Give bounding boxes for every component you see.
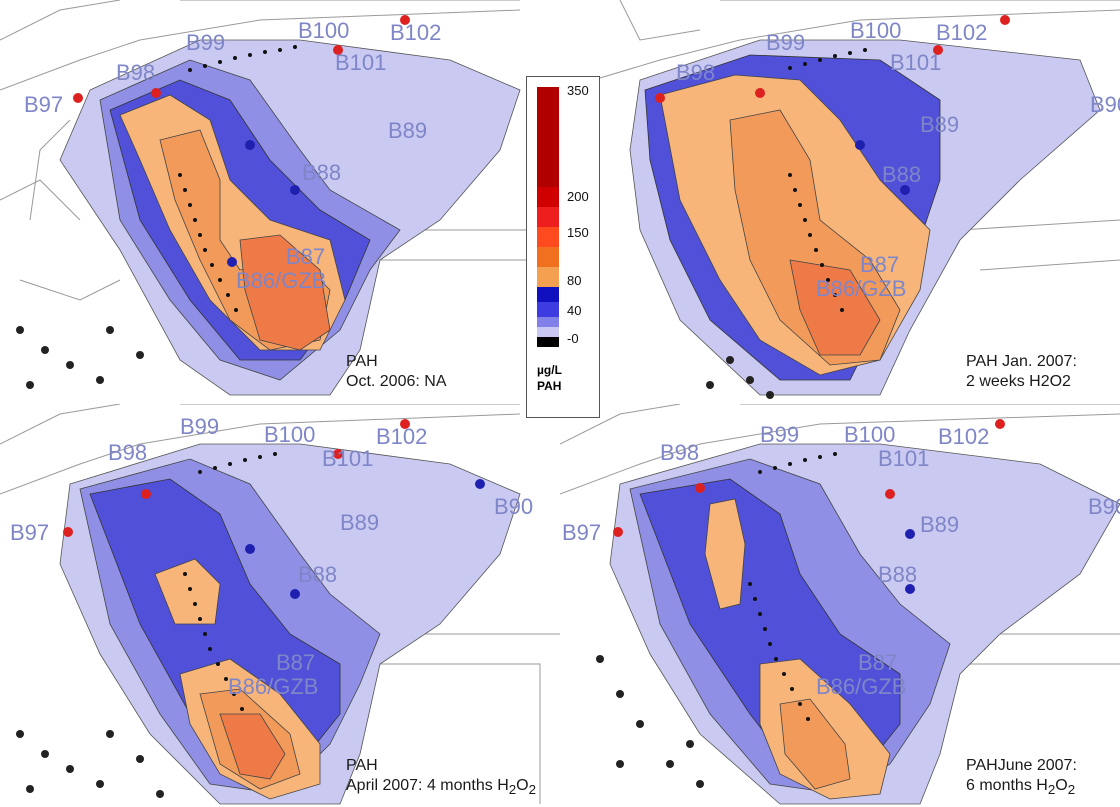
map-label: B102: [376, 424, 427, 449]
map-label: B100: [850, 18, 901, 43]
legend-band: [537, 327, 559, 337]
panel-caption: PAH Jan. 2007: 2 weeks H2O2: [966, 353, 1077, 390]
map-label: B88: [878, 562, 917, 587]
map-label: B98: [676, 60, 715, 85]
legend-band: [537, 287, 559, 302]
map-label: B90: [1090, 92, 1120, 117]
map-label: B98: [660, 440, 699, 465]
map-label: B90: [1088, 494, 1120, 519]
legend-color-bar: [537, 87, 559, 347]
map-label: B102: [938, 424, 989, 449]
legend-unit-label: PAH: [537, 379, 562, 393]
map-label: B90: [494, 494, 533, 519]
contour-map: B99 B100 B102 B101 B98 B90 B89 B88 B87 B…: [560, 0, 1120, 399]
map-label: B89: [920, 512, 959, 537]
map-label: B87: [858, 650, 897, 675]
map-label: B97: [24, 92, 63, 117]
legend-band: [537, 317, 559, 327]
legend-band: [537, 337, 559, 347]
panel-caption: PAH Oct. 2006: NA: [346, 353, 447, 390]
legend-band: [537, 267, 559, 287]
map-label: B89: [388, 118, 427, 143]
legend-tick-label: 200: [567, 189, 589, 204]
map-label: B86/GZB: [816, 276, 906, 301]
map-label: B88: [298, 562, 337, 587]
map-label: B88: [882, 162, 921, 187]
legend-unit-label: µg/L: [537, 363, 562, 377]
map-label: B99: [766, 30, 805, 55]
map-panel-jan-2007: B99 B100 B102 B101 B98 B90 B89 B88 B87 B…: [560, 0, 1120, 403]
legend-tick-label: 40: [567, 303, 582, 318]
legend-band: [537, 187, 559, 207]
map-label: B86/GZB: [816, 674, 906, 699]
map-label: B86/GZB: [228, 674, 318, 699]
legend-tick-label: 350: [567, 83, 589, 98]
map-label: B101: [878, 446, 929, 471]
map-label: B87: [860, 252, 899, 277]
map-label: B89: [920, 112, 959, 137]
contour-map: B99 B100 B102 B101 B98 B97 B90 B89 B88 B…: [560, 404, 1120, 805]
map-label: B97: [562, 520, 601, 545]
map-label: B101: [335, 50, 386, 75]
map-panel-jun-2007: B99 B100 B102 B101 B98 B97 B90 B89 B88 B…: [560, 404, 1120, 807]
legend-tick-label: 80: [567, 273, 582, 288]
panel-caption: PAH April 2007: 4 months H2O2: [346, 757, 537, 798]
legend-band: [537, 207, 559, 227]
map-label: B98: [116, 60, 155, 85]
map-panel-apr-2007: B99 B100 B102 B101 B98 B97 B90 B89 B88 B…: [0, 404, 560, 807]
map-label: B97: [10, 520, 49, 545]
map-label: B100: [298, 18, 349, 43]
map-label: B99: [186, 30, 225, 55]
map-label: B87: [286, 244, 325, 269]
color-legend: 350 200 150 80 40 -0 µg/L PAH: [526, 76, 600, 418]
legend-tick-label: 150: [567, 225, 589, 240]
contour-map: B99 B100 B102 B101 B98 B97 B90 B89 B88 B…: [0, 404, 560, 805]
map-label: B99: [760, 422, 799, 447]
map-label: B102: [936, 20, 987, 45]
map-label: B98: [108, 440, 147, 465]
map-label: B99: [180, 414, 219, 439]
legend-band: [537, 227, 559, 247]
map-label: B89: [340, 510, 379, 535]
map-label: B88: [302, 160, 341, 185]
map-label: B101: [890, 50, 941, 75]
map-panel-oct-2006: B99 B100 B102 B101 B98 B97 B89 B88 B87 B…: [0, 0, 560, 403]
legend-band: [537, 87, 559, 187]
map-label: B102: [390, 20, 441, 45]
map-label: B100: [264, 422, 315, 447]
panel-caption: PAHJune 2007: 6 months H2O2: [966, 757, 1077, 798]
legend-tick-label: -0: [567, 331, 579, 346]
map-label: B101: [322, 446, 373, 471]
legend-band: [537, 247, 559, 267]
contour-map: B99 B100 B102 B101 B98 B97 B89 B88 B87 B…: [0, 0, 560, 400]
map-label: B86/GZB: [236, 268, 326, 293]
map-label: B100: [844, 422, 895, 447]
legend-band: [537, 302, 559, 317]
map-label: B87: [276, 650, 315, 675]
